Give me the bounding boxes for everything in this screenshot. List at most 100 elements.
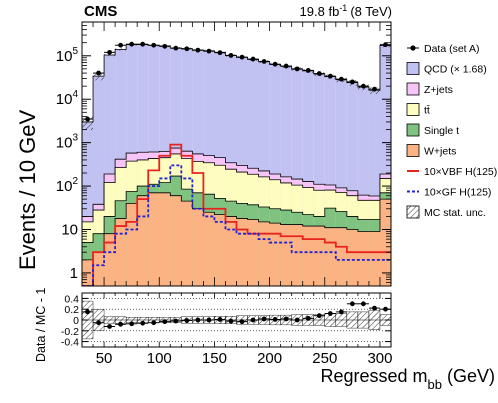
ratio-point: [283, 316, 289, 322]
data-point: [206, 48, 212, 54]
data-point: [261, 59, 267, 64]
legend-label: 10×GF H(125): [424, 187, 491, 199]
ratio-point: [372, 305, 377, 311]
stack-bar: [247, 219, 259, 286]
ratio-point: [162, 319, 168, 325]
ratio-point: [250, 317, 256, 323]
data-point: [349, 79, 355, 85]
x-tick-label: 200: [257, 350, 282, 367]
y-tick-label: 102: [56, 176, 79, 195]
stack-bar: [258, 221, 270, 286]
data-point: [361, 83, 366, 89]
legend-entry: QCD (× 1.68): [406, 62, 487, 76]
stack-bar: [192, 208, 204, 286]
signal-line-10-vbf-h-125-: [82, 143, 391, 286]
stack-bar: [82, 121, 94, 286]
legend-entry: MC stat. unc.: [406, 205, 486, 219]
ratio-point: [85, 309, 90, 315]
ratio-y-tick-label: 0.4: [64, 293, 79, 305]
stack-bar: [214, 214, 226, 286]
legend-entry: W+jets: [406, 144, 456, 158]
legend-hatch-swatch: [406, 205, 420, 219]
stack-bar: [181, 201, 193, 286]
experiment-label: CMS: [84, 3, 117, 20]
stack-bar: [379, 45, 391, 286]
stack-bar: [115, 218, 127, 286]
data-point: [228, 53, 234, 58]
stack-w-jets: [82, 192, 391, 286]
data-point: [239, 54, 245, 60]
x-tick-label: 250: [312, 350, 337, 367]
stack-outline: [82, 147, 391, 286]
stack-bar: [159, 192, 171, 286]
ratio-point: [349, 301, 355, 307]
x-axis-label-unit: (GeV): [442, 366, 495, 386]
legend-entry: Data (set A): [407, 43, 479, 55]
x-tick-label: 100: [147, 350, 172, 367]
legend-label: W+jets: [424, 146, 456, 158]
stack-bar: [104, 55, 116, 286]
y-tick-label: 103: [56, 133, 79, 152]
luminosity-exponent: -1: [339, 3, 347, 13]
y-tick-label: 105: [56, 46, 79, 65]
luminosity-label: 19.8 fb-1 (8 TeV): [300, 3, 392, 19]
ratio-plot-area: [82, 298, 391, 342]
stack-bar: [357, 231, 369, 286]
data-point: [162, 43, 168, 49]
legend-entry: tt̄: [406, 103, 430, 117]
legend-label: Z+jets: [424, 84, 453, 96]
legend-swatch: [406, 62, 420, 75]
ratio-point: [294, 317, 300, 323]
data-point: [173, 45, 179, 51]
stack-bar: [357, 87, 369, 286]
stack-bar: [269, 223, 281, 286]
ratio-point: [217, 317, 223, 322]
stack-bar: [93, 76, 105, 286]
x-tick-label: 150: [202, 350, 227, 367]
ratio-point: [261, 316, 267, 322]
ratio-y-tick-label: -0.2: [61, 326, 79, 338]
stack-bar: [302, 226, 314, 286]
stack-bar: [148, 192, 160, 286]
stack-bar: [280, 224, 292, 286]
ratio-y-axis-label: Data / MC - 1: [34, 288, 48, 362]
legend-label: 10×VBF H(125): [424, 166, 497, 178]
ratio-point: [327, 311, 333, 316]
data-point: [140, 41, 146, 47]
stack-bar: [335, 227, 347, 286]
stack-bar: [170, 195, 182, 286]
legend-entry: 10×GF H(125): [407, 187, 491, 199]
stack-bar: [346, 82, 358, 286]
ratio-point: [305, 315, 311, 321]
legend-entry: Z+jets: [406, 82, 453, 96]
legend-entry: Single t: [406, 123, 459, 137]
signal-line-10-gf-h-125-: [82, 164, 391, 286]
mc-stat-band-bin: [104, 53, 116, 57]
data-point: [283, 63, 289, 69]
data-point: [118, 42, 124, 48]
y-axis-label: Events / 10 GeV: [15, 109, 40, 270]
ratio-point: [151, 320, 157, 326]
main-plot-area: [82, 41, 391, 286]
legend-swatch: [406, 103, 420, 116]
ratio-point: [338, 309, 344, 315]
stack-bar: [291, 224, 303, 286]
data-point: [272, 61, 278, 67]
stack-bar: [137, 195, 149, 286]
data-point: [184, 46, 190, 52]
legend: Data (set A) QCD (× 1.68) Z+jets tt̄ Single …: [406, 43, 497, 219]
y-tick-label: 104: [56, 89, 79, 108]
mc-stat-band-bin: [93, 72, 105, 81]
ratio-point: [118, 321, 124, 327]
legend-label: Single t: [424, 125, 459, 137]
data-point: [338, 76, 344, 82]
x-axis-label-main: Regressed m: [320, 366, 427, 386]
luminosity-energy: (8 TeV): [350, 4, 392, 19]
legend-swatch: [406, 123, 420, 137]
data-point: [151, 42, 157, 48]
stack-bar: [313, 73, 325, 286]
mc-stat-band-bin: [82, 116, 94, 131]
data-point: [327, 73, 333, 79]
x-tick-label: 50: [96, 350, 113, 367]
